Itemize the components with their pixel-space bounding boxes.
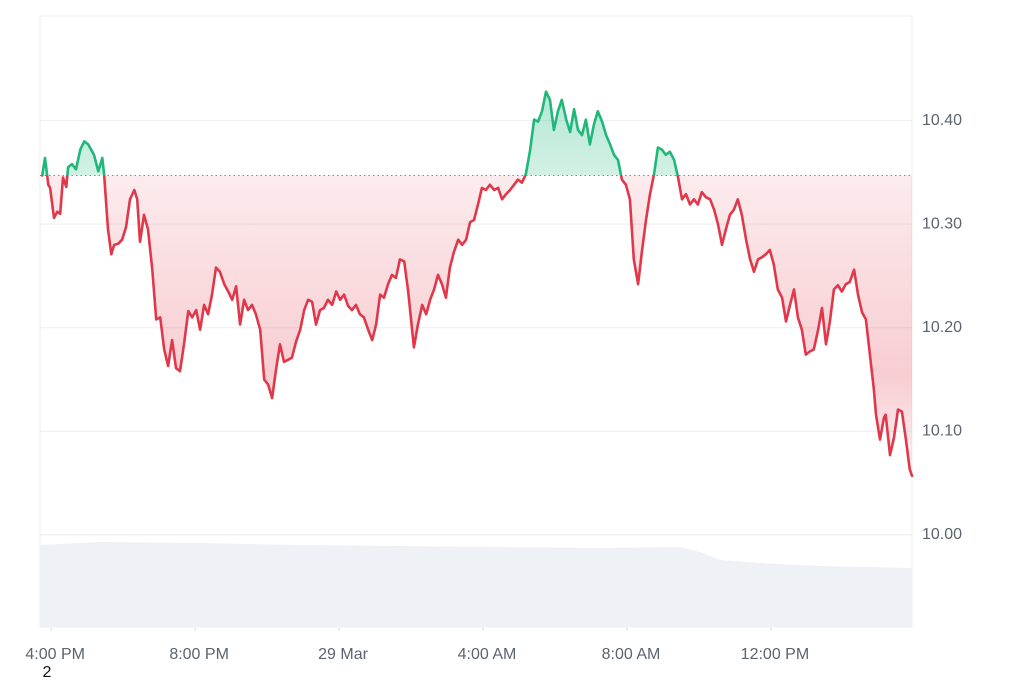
x-tick-label: 4:00 PM (25, 646, 85, 663)
y-tick-label: 10.30 (922, 215, 962, 232)
annotation: 2 (43, 664, 52, 681)
area-fill (42, 91, 912, 476)
x-tick-label: 29 Mar (318, 646, 368, 663)
y-tick-label: 10.20 (922, 319, 962, 336)
volume-area (40, 542, 912, 627)
price-line (40, 90, 914, 478)
y-tick-label: 10.00 (922, 526, 962, 543)
y-tick-label: 10.10 (922, 422, 962, 439)
x-tick-label: 4:00 AM (458, 646, 517, 663)
x-tick-label: 8:00 AM (602, 646, 661, 663)
y-tick-label: 10.40 (922, 112, 962, 129)
x-tick-label: 12:00 PM (741, 646, 809, 663)
x-tick-label: 8:00 PM (169, 646, 229, 663)
